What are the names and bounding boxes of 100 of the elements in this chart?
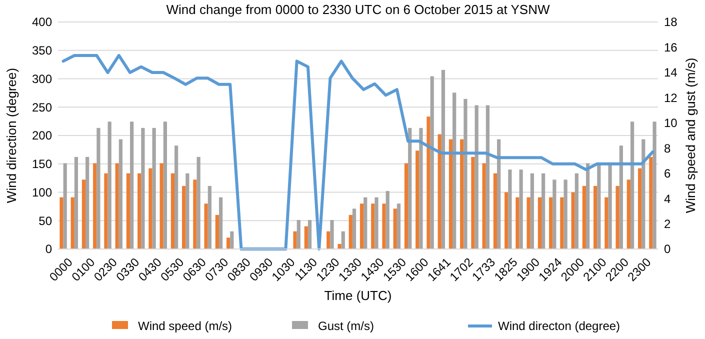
bar: [330, 220, 334, 249]
bar: [86, 156, 90, 249]
y2-tick-label: 12: [664, 90, 678, 105]
bar: [148, 168, 152, 249]
bar: [549, 197, 553, 249]
bar: [193, 180, 197, 249]
bar: [226, 238, 230, 249]
bar: [304, 226, 308, 249]
bar: [630, 122, 634, 249]
bar: [582, 186, 586, 249]
bar: [516, 197, 520, 249]
bar: [560, 197, 564, 249]
bar: [70, 197, 74, 249]
bar: [364, 197, 368, 249]
bar: [542, 173, 546, 249]
bar: [616, 186, 620, 249]
bar: [519, 170, 523, 249]
bar: [374, 197, 378, 249]
bar: [93, 163, 97, 249]
y2-tick-label: 18: [664, 15, 678, 30]
y2-tick-label: 8: [664, 141, 671, 156]
bar: [608, 163, 612, 249]
bar: [104, 173, 108, 249]
bar: [504, 192, 508, 249]
bar: [338, 244, 342, 249]
y-tick-label: 200: [32, 128, 52, 143]
bar: [396, 204, 401, 249]
bar: [408, 128, 412, 249]
bar: [130, 122, 134, 249]
y2-tick-label: 10: [664, 116, 678, 130]
bar: [404, 163, 408, 249]
bar: [642, 139, 646, 249]
bar: [208, 186, 212, 249]
bar: [552, 180, 556, 249]
bar: [493, 173, 498, 249]
bar: [170, 173, 174, 249]
bar: [348, 214, 352, 249]
bar: [82, 180, 86, 249]
legend-label: Gust (m/s): [318, 319, 374, 333]
bar: [419, 128, 423, 249]
bar: [126, 173, 130, 249]
bar: [597, 163, 601, 249]
y-tick-label: 350: [32, 44, 52, 58]
y-axis-title: Wind direction (degree): [4, 68, 19, 204]
bar: [60, 197, 64, 249]
line-series: [62, 54, 654, 250]
y2-tick-label: 0: [664, 242, 671, 256]
bar: [430, 76, 434, 249]
bar: [619, 146, 623, 249]
bar: [474, 105, 478, 249]
bar: [416, 150, 420, 249]
bar: [564, 180, 568, 249]
bar: [308, 220, 312, 249]
y2-tick-label: 14: [664, 66, 678, 80]
legend-label: Wind speed (m/s): [138, 319, 232, 333]
bar: [204, 204, 208, 249]
bar: [441, 70, 446, 249]
y2-tick-label: 16: [664, 40, 678, 54]
bar: [386, 190, 390, 249]
bar: [152, 128, 156, 249]
bar: [341, 231, 345, 249]
bar: [574, 173, 578, 249]
y-tick-label: 250: [32, 100, 52, 114]
bar: [593, 186, 598, 249]
bar: [326, 231, 330, 249]
bar: [464, 98, 468, 249]
bar: [486, 105, 490, 249]
y-tick-label: 400: [32, 15, 52, 30]
bar: [96, 128, 100, 249]
bar: [215, 214, 219, 249]
bar: [108, 122, 112, 249]
bar: [508, 170, 512, 249]
y-tick-label: 300: [32, 72, 52, 86]
bar: [186, 173, 190, 249]
x-axis-title: Time (UTC): [324, 288, 392, 303]
bar: [230, 231, 234, 249]
bar: [538, 197, 542, 249]
bar: [360, 204, 364, 249]
y-tick-label: 0: [45, 242, 52, 256]
bar: [460, 139, 464, 249]
bar: [497, 139, 501, 249]
chart-title: Wind change from 0000 to 2330 UTC on 6 October 2015 at YSNW: [166, 2, 550, 17]
bar: [63, 163, 67, 249]
bar: [182, 186, 186, 249]
bar: [296, 220, 300, 249]
bar: [160, 163, 164, 249]
bar: [649, 156, 653, 249]
bar: [426, 116, 430, 249]
bar: [138, 173, 142, 249]
bar: [382, 204, 386, 249]
bar: [471, 156, 475, 249]
bar: [452, 92, 456, 249]
bar: [141, 128, 145, 249]
y-tick-label: 50: [38, 214, 52, 228]
bar: [571, 192, 575, 249]
bar: [196, 156, 200, 249]
bar: [174, 146, 178, 249]
bar: [352, 208, 356, 249]
y-tick-label: 100: [32, 185, 52, 200]
bar: [482, 163, 486, 249]
